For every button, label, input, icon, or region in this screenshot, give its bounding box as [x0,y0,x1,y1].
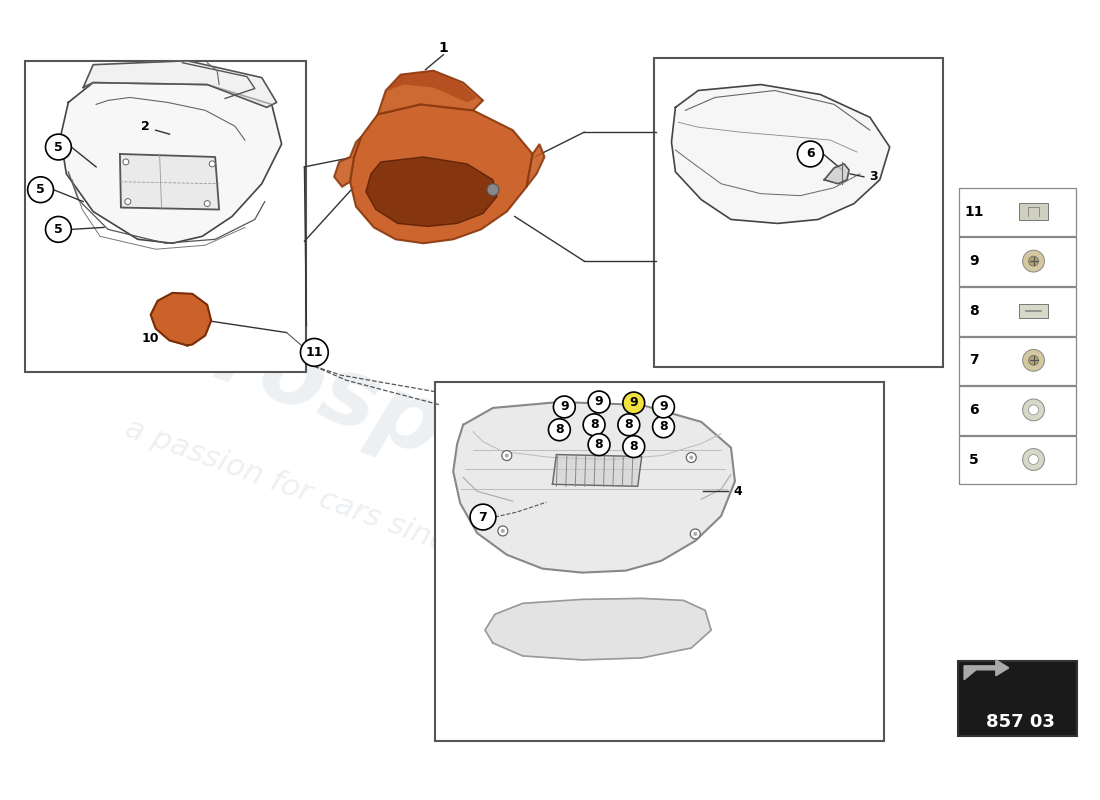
Circle shape [487,184,499,196]
Text: 5: 5 [54,141,63,154]
Circle shape [1023,399,1044,421]
Polygon shape [60,82,282,243]
Circle shape [502,450,512,461]
Circle shape [1028,405,1038,415]
Circle shape [1023,449,1044,470]
Circle shape [209,161,216,167]
Circle shape [1023,350,1044,371]
FancyBboxPatch shape [959,188,1076,236]
Circle shape [652,396,674,418]
Polygon shape [552,454,641,486]
Text: 9: 9 [969,254,979,268]
Circle shape [300,338,328,366]
Text: 8: 8 [629,440,638,453]
Text: a passion for cars since 1985: a passion for cars since 1985 [121,414,551,594]
Text: 8: 8 [556,423,563,436]
Text: 8: 8 [625,418,634,431]
Text: 9: 9 [560,401,569,414]
Circle shape [500,529,505,533]
Circle shape [583,414,605,436]
Circle shape [205,201,210,206]
Text: 6: 6 [969,403,979,417]
Text: 857 03: 857 03 [987,714,1055,731]
Text: 11: 11 [965,205,983,218]
Polygon shape [824,164,849,184]
Circle shape [691,529,701,539]
Circle shape [690,455,693,459]
Circle shape [45,134,72,160]
Polygon shape [671,85,890,223]
FancyBboxPatch shape [653,58,944,367]
Circle shape [652,416,674,438]
Polygon shape [964,660,1009,680]
FancyBboxPatch shape [955,658,1080,739]
Circle shape [1028,256,1038,266]
FancyBboxPatch shape [959,337,1076,385]
FancyBboxPatch shape [958,661,1077,736]
Circle shape [1028,355,1038,366]
Circle shape [498,526,508,536]
Circle shape [1028,454,1038,465]
Circle shape [588,391,610,413]
Circle shape [798,141,823,167]
Circle shape [45,217,72,242]
Text: 7: 7 [478,510,487,523]
Text: eurospares: eurospares [79,265,672,555]
Polygon shape [377,70,483,114]
Text: 8: 8 [659,420,668,434]
FancyBboxPatch shape [959,386,1076,434]
Circle shape [693,532,697,536]
Polygon shape [453,402,735,573]
Text: 11: 11 [306,346,323,359]
Text: 8: 8 [590,418,598,431]
FancyBboxPatch shape [1019,304,1048,318]
Polygon shape [485,598,711,660]
Polygon shape [151,293,211,346]
Polygon shape [366,157,497,226]
Circle shape [618,414,640,436]
Text: 8: 8 [595,438,604,451]
Circle shape [1023,250,1044,272]
Text: 9: 9 [595,395,604,409]
Polygon shape [120,154,219,210]
Text: 7: 7 [969,354,979,367]
Circle shape [549,419,570,441]
Polygon shape [388,70,477,102]
Text: 5: 5 [36,183,45,196]
Text: 9: 9 [659,401,668,414]
FancyBboxPatch shape [959,287,1076,335]
Text: 4: 4 [734,485,742,498]
Text: 9: 9 [629,397,638,410]
Text: 8: 8 [969,304,979,318]
Text: 1: 1 [439,41,448,55]
Circle shape [125,198,131,205]
FancyBboxPatch shape [24,61,307,372]
FancyBboxPatch shape [959,238,1076,286]
Polygon shape [84,61,277,107]
FancyBboxPatch shape [1019,202,1048,221]
Circle shape [588,434,610,455]
Polygon shape [350,104,532,243]
Text: 5: 5 [969,453,979,466]
FancyBboxPatch shape [436,382,883,742]
Text: 5: 5 [54,223,63,236]
Polygon shape [527,144,544,186]
Text: 10: 10 [142,332,160,345]
Text: 3: 3 [869,170,878,183]
Circle shape [123,159,129,165]
Circle shape [686,453,696,462]
Circle shape [28,177,54,202]
Polygon shape [334,137,361,186]
Circle shape [623,392,645,414]
Circle shape [470,504,496,530]
Text: 6: 6 [806,147,815,161]
FancyBboxPatch shape [959,436,1076,484]
Circle shape [623,436,645,458]
Circle shape [553,396,575,418]
Text: 2: 2 [141,120,150,133]
Circle shape [505,454,509,458]
